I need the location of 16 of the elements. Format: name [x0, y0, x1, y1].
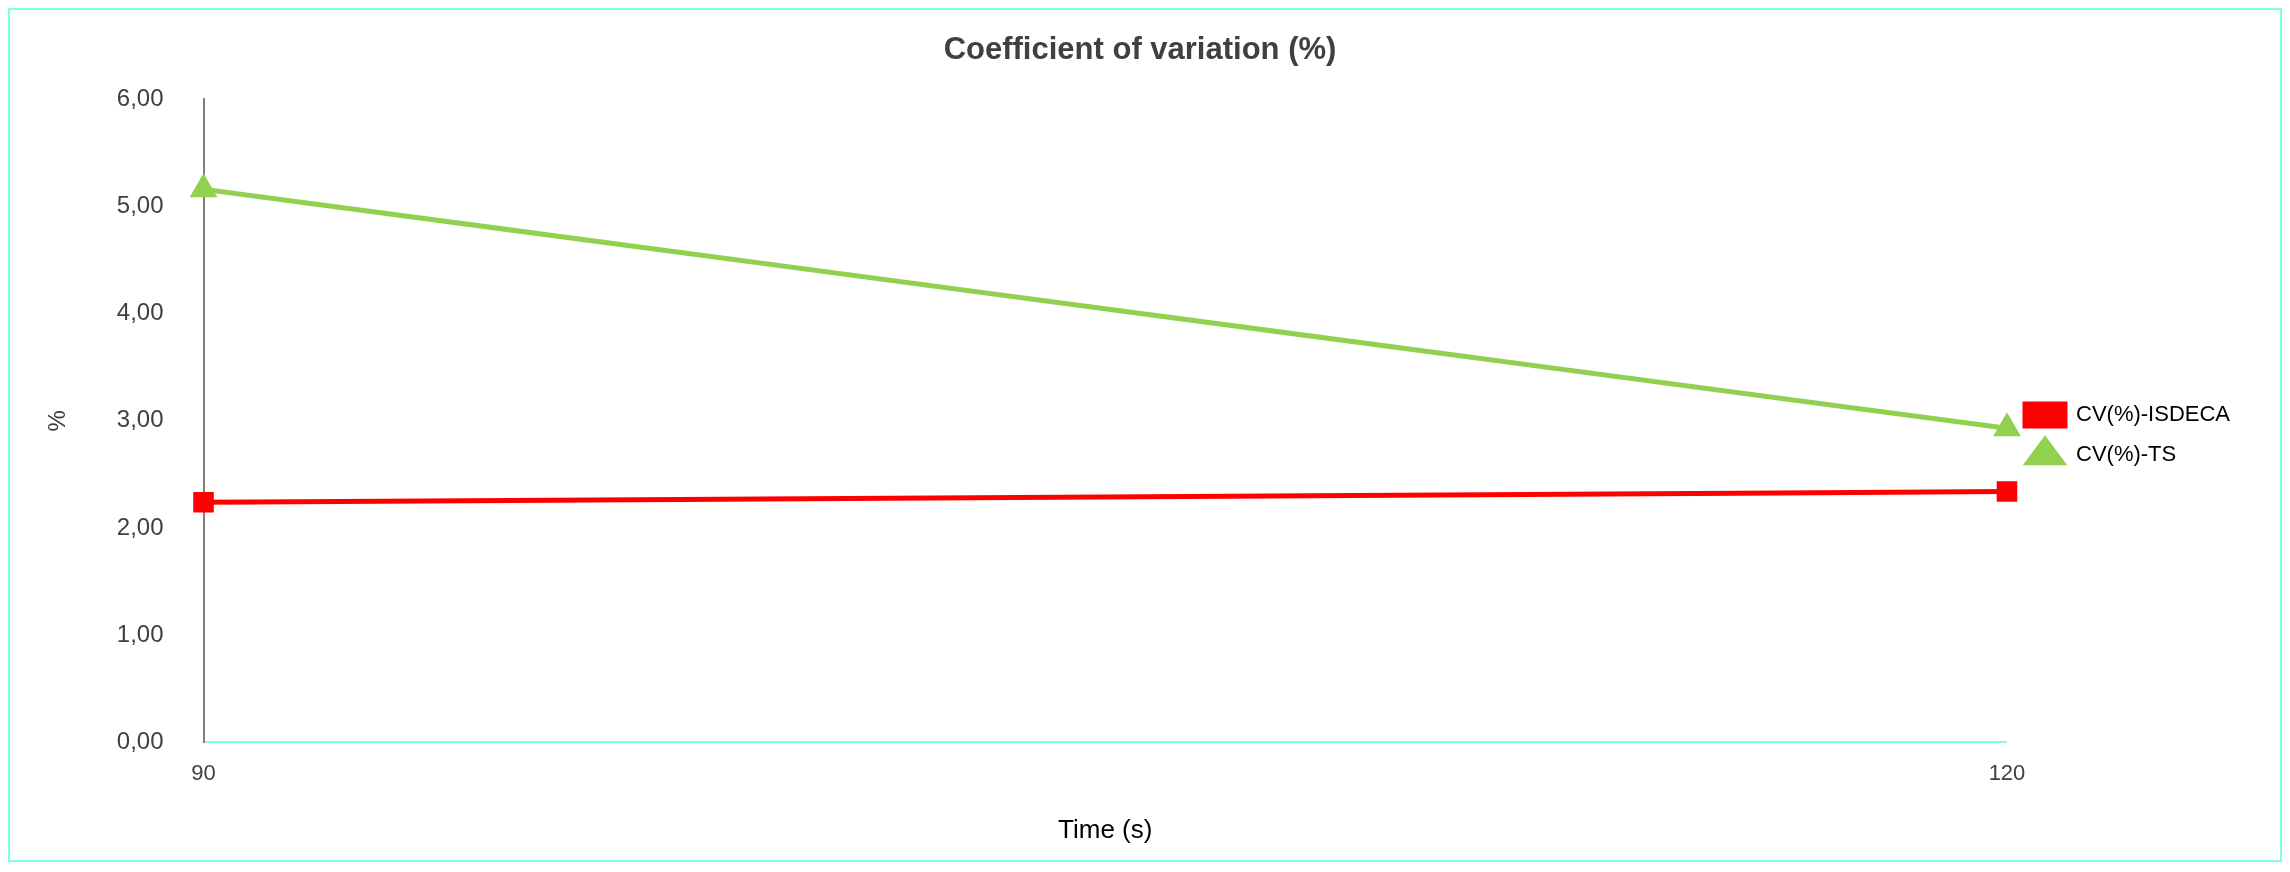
x-axis-title: Time (s): [1058, 813, 1153, 844]
y-tick-label: 1,00: [116, 619, 164, 647]
chart-title: Coefficient of variation (%): [943, 31, 1337, 67]
y-axis-title: %: [43, 410, 71, 432]
point: [1996, 481, 2018, 502]
y-tick-label: 2,00: [116, 512, 164, 540]
x-tick-label: 120: [1988, 759, 2026, 785]
x-tick-label: 90: [191, 759, 216, 785]
legend-label: CV(%)-TS: [2075, 441, 2177, 467]
y-tick-label: 3,00: [116, 405, 164, 433]
y-tick-label: 0,00: [116, 727, 164, 755]
point: [193, 491, 214, 513]
y-tick-label: 6,00: [116, 83, 164, 111]
y-tick-label: 5,00: [116, 191, 164, 219]
legend-label: CV(%)-ISDECA: [2075, 401, 2231, 427]
y-tick-label: 4,00: [116, 298, 164, 326]
